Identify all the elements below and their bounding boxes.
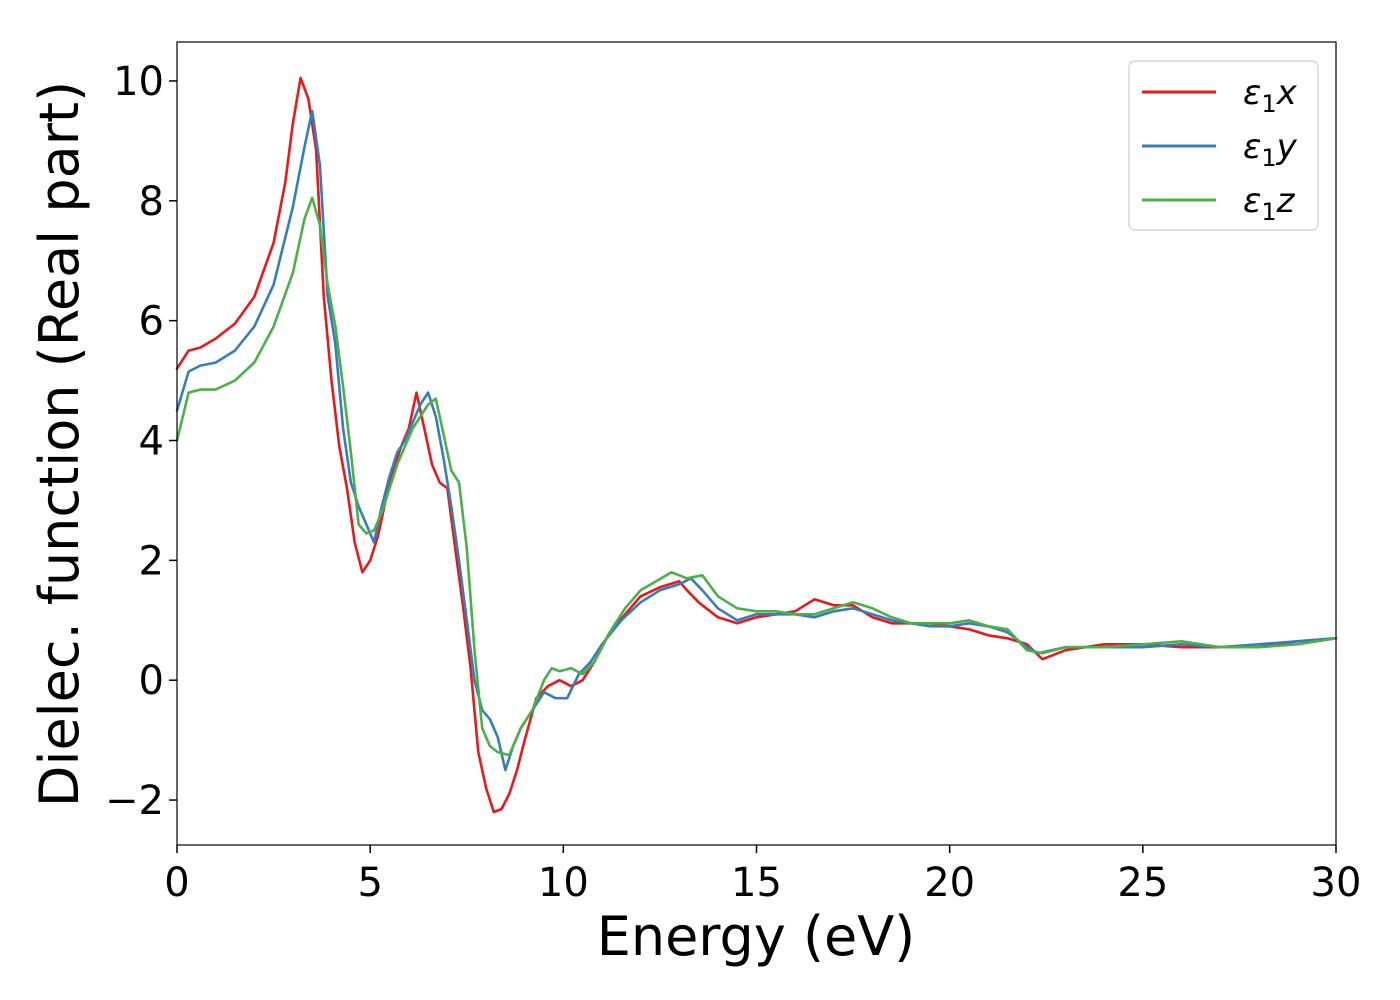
y-tick-label: 8 — [139, 179, 164, 225]
legend-box — [1128, 60, 1319, 231]
series-line-y — [175, 109, 1338, 772]
x-tick-label: 30 — [1311, 860, 1362, 906]
y-tick-label: −2 — [105, 778, 164, 824]
y-tick-label: 0 — [139, 658, 164, 704]
y-tick-label: 4 — [139, 419, 164, 465]
series-layer — [175, 76, 1338, 814]
x-tick-label: 0 — [164, 860, 189, 906]
x-axis: 0 5 10 15 20 25 30 — [164, 845, 1361, 906]
x-tick-label: 5 — [357, 860, 382, 906]
y-tick-label: 2 — [139, 538, 164, 584]
x-tick-label: 10 — [538, 860, 589, 906]
x-tick-label: 20 — [924, 860, 975, 906]
y-axis: −2 0 2 4 6 8 10 — [105, 59, 177, 824]
series-line-z — [175, 196, 1338, 757]
y-tick-label: 6 — [139, 299, 164, 345]
x-axis-title: Energy (eV) — [597, 905, 916, 968]
x-tick-label: 25 — [1117, 860, 1168, 906]
x-tick-label: 15 — [731, 860, 782, 906]
y-tick-label: 10 — [113, 59, 164, 105]
y-axis-title: Dielec. function (Real part) — [28, 81, 91, 807]
